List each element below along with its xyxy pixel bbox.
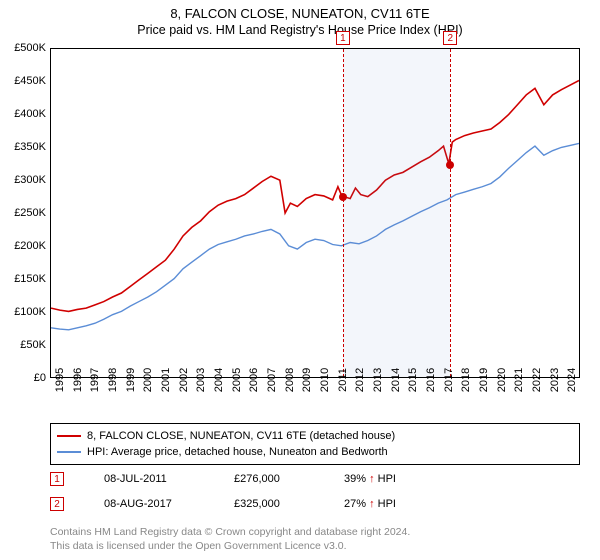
chart-subtitle: Price paid vs. HM Land Registry's House … [0,21,600,41]
x-axis-tick-label: 2002 [178,368,190,392]
x-axis-tick-label: 2003 [195,368,207,392]
x-axis-tick-label: 2000 [142,368,154,392]
y-axis-tick-label: £300K [14,174,46,186]
y-axis-tick-label: £350K [14,141,46,153]
x-axis-tick-label: 2008 [284,368,296,392]
chart-title: 8, FALCON CLOSE, NUNEATON, CV11 6TE [0,0,600,21]
sale-row-1: 1 08-JUL-2011 £276,000 39% ↑ HPI [50,472,580,486]
y-axis-tick-label: £100K [14,306,46,318]
x-axis-tick-label: 2023 [549,368,561,392]
legend-item-hpi: HPI: Average price, detached house, Nune… [57,444,573,460]
sale-price: £325,000 [234,498,344,510]
sale-marker-box: 1 [50,472,64,486]
x-axis-tick-label: 2015 [407,368,419,392]
sale-vertical-line [450,49,451,377]
sale-vertical-line [343,49,344,377]
x-axis-tick-label: 2021 [513,368,525,392]
y-axis-tick-label: £450K [14,75,46,87]
up-arrow-icon: ↑ [369,473,375,485]
x-axis-tick-label: 2004 [213,368,225,392]
x-axis-tick-label: 2005 [231,368,243,392]
x-axis-tick-label: 2016 [425,368,437,392]
legend-item-property: 8, FALCON CLOSE, NUNEATON, CV11 6TE (det… [57,428,573,444]
line-series-svg [51,49,579,377]
legend-label: 8, FALCON CLOSE, NUNEATON, CV11 6TE (det… [87,430,395,442]
x-axis-tick-label: 2020 [496,368,508,392]
x-axis-tick-label: 2017 [443,368,455,392]
legend: 8, FALCON CLOSE, NUNEATON, CV11 6TE (det… [50,423,580,465]
x-axis-tick-label: 2001 [160,368,172,392]
sale-marker-box: 2 [50,497,64,511]
sale-row-2: 2 08-AUG-2017 £325,000 27% ↑ HPI [50,497,580,511]
sale-diff: 27% ↑ HPI [344,498,464,510]
x-axis-tick-label: 1999 [125,368,137,392]
x-axis-tick-label: 2007 [266,368,278,392]
sale-dot [446,161,454,169]
sale-date: 08-JUL-2011 [104,473,234,485]
y-axis-tick-label: £0 [34,372,46,384]
x-axis-tick-label: 2009 [301,368,313,392]
series-hpi [51,143,579,329]
sale-date: 08-AUG-2017 [104,498,234,510]
y-axis-tick-label: £150K [14,273,46,285]
sale-dot [339,193,347,201]
x-axis-tick-label: 2019 [478,368,490,392]
footnote: Contains HM Land Registry data © Crown c… [50,525,580,553]
y-axis-tick-label: £400K [14,108,46,120]
up-arrow-icon: ↑ [369,498,375,510]
x-axis-tick-label: 2012 [354,368,366,392]
legend-swatch [57,435,81,437]
y-axis-tick-label: £500K [14,42,46,54]
x-axis-tick-label: 2014 [390,368,402,392]
x-axis-tick-label: 1998 [107,368,119,392]
x-axis-tick-label: 2011 [337,368,349,392]
y-axis-tick-label: £250K [14,207,46,219]
sale-marker-box: 2 [443,31,457,45]
x-axis-tick-label: 2018 [460,368,472,392]
chart-container: 8, FALCON CLOSE, NUNEATON, CV11 6TE Pric… [0,0,600,560]
shade-band [343,49,450,377]
legend-label: HPI: Average price, detached house, Nune… [87,446,388,458]
y-axis-tick-label: £200K [14,240,46,252]
series-property [51,81,579,312]
legend-swatch [57,451,81,453]
x-axis-tick-label: 2010 [319,368,331,392]
x-axis-tick-label: 2024 [566,368,578,392]
x-axis-tick-label: 1995 [54,368,66,392]
sale-diff: 39% ↑ HPI [344,473,464,485]
plot-area: 12 [50,48,580,378]
x-axis-tick-label: 1997 [89,368,101,392]
x-axis-tick-label: 2013 [372,368,384,392]
sale-marker-box: 1 [336,31,350,45]
x-axis-tick-label: 1996 [72,368,84,392]
x-axis-tick-label: 2022 [531,368,543,392]
x-axis-tick-label: 2006 [248,368,260,392]
sale-price: £276,000 [234,473,344,485]
y-axis-tick-label: £50K [20,339,46,351]
